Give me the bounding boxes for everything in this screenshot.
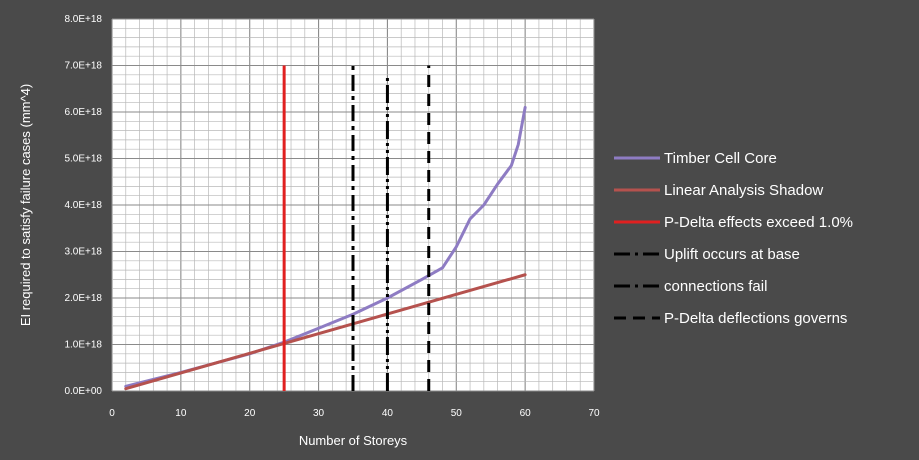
series-layer bbox=[124, 65, 527, 391]
y-tick-label: 8.0E+18 bbox=[64, 14, 102, 25]
tick-labels: 0 10 20 30 40 50 60 70 0.0E+00 1.0E+18 2.0E+18 3.0E… bbox=[64, 14, 600, 419]
series-line-linear-analysis-shadow bbox=[124, 273, 527, 391]
x-axis-title: Number of Storeys bbox=[299, 433, 408, 448]
y-tick-label: 1.0E+18 bbox=[64, 340, 102, 351]
x-tick-label: 60 bbox=[520, 408, 532, 419]
x-tick-label: 70 bbox=[588, 408, 600, 419]
y-tick-label: 0.0E+00 bbox=[64, 386, 102, 397]
x-tick-label: 40 bbox=[382, 408, 394, 419]
legend-label: P-Delta effects exceed 1.0% bbox=[664, 214, 853, 231]
legend-label: Uplift occurs at base bbox=[664, 246, 800, 263]
y-tick-label: 7.0E+18 bbox=[64, 61, 102, 72]
y-tick-label: 2.0E+18 bbox=[64, 293, 102, 304]
legend-label: P-Delta deflections governs bbox=[664, 310, 847, 327]
x-tick-label: 20 bbox=[244, 408, 256, 419]
x-tick-label: 0 bbox=[109, 408, 115, 419]
x-tick-label: 10 bbox=[175, 408, 187, 419]
legend: Timber Cell Core Linear Analysis Shadow P-… bbox=[614, 150, 853, 327]
y-axis-title: EI required to satisfy failure cases (mm… bbox=[18, 84, 33, 326]
x-tick-label: 30 bbox=[313, 408, 325, 419]
y-tick-label: 4.0E+18 bbox=[64, 200, 102, 211]
legend-label: connections fail bbox=[664, 278, 767, 295]
legend-label: Linear Analysis Shadow bbox=[664, 182, 823, 199]
y-tick-label: 6.0E+18 bbox=[64, 107, 102, 118]
y-tick-label: 3.0E+18 bbox=[64, 247, 102, 258]
y-tick-label: 5.0E+18 bbox=[64, 154, 102, 165]
legend-label: Timber Cell Core bbox=[664, 150, 777, 167]
x-tick-label: 50 bbox=[451, 408, 463, 419]
